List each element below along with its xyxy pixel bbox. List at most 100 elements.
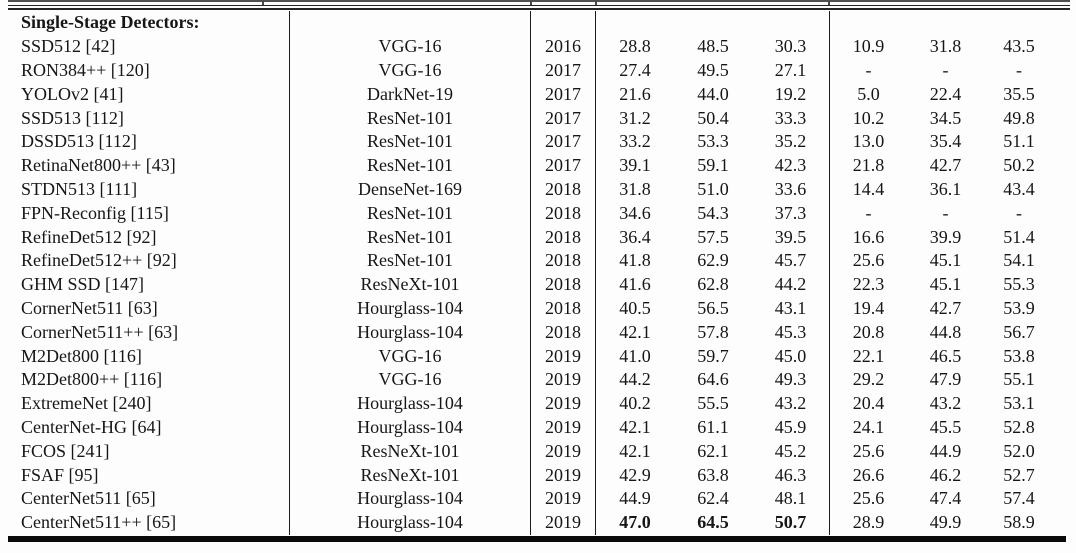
backbone-cell: VGG-16 (290, 58, 531, 83)
metric-cell: 59.1 (697, 155, 729, 176)
metric-cell: 35.4 (929, 131, 962, 152)
metric-cell: 22.1 (852, 345, 885, 366)
metric-cell: 59.7 (697, 345, 729, 366)
metric-cell: 55.3 (1003, 274, 1035, 295)
metric-cell: 16.6 (852, 226, 885, 247)
metric-cell: 42.9 (619, 464, 651, 485)
metric-cell: 41.6 (619, 274, 651, 295)
metric-cell: 53.1 (1003, 393, 1035, 414)
metric-cell: 21.6 (619, 83, 651, 104)
metric-cell: 26.6 (852, 464, 885, 485)
metric-cell: 53.9 (1003, 297, 1035, 318)
metric-cell: 42.7 (929, 297, 962, 318)
metric-cell-empty (752, 11, 830, 35)
metric-cell: 46.3 (752, 463, 830, 487)
metric-cell: 41.0 (619, 345, 651, 366)
backbone-cell: ResNet-101 (290, 248, 531, 273)
metric-cell: 45.3 (752, 320, 830, 345)
table-top-double-rule (8, 8, 1070, 10)
metric-cell: 25.6 (852, 440, 885, 461)
year-cell: 2016 (531, 34, 596, 59)
table-top-double-rule (8, 4, 1070, 7)
method-cell: CornerNet511++ [63] (8, 320, 290, 345)
metric-cell: 44.2 (619, 369, 651, 390)
metric-cell: 52.0 (1003, 440, 1035, 461)
method-cell: RefineDet512++ [92] (8, 248, 290, 273)
metric-cell-empty (596, 11, 674, 35)
metric-cell: 45.5 (929, 416, 962, 437)
metric-cell: 52.7 (1003, 464, 1035, 485)
metric-cell: - (1016, 59, 1022, 80)
backbone-cell: VGG-16 (290, 367, 531, 392)
year-cell: 2017 (531, 58, 596, 83)
backbone-cell: ResNet-101 (290, 153, 531, 178)
metric-cell: 53.8 (1003, 345, 1035, 366)
metric-cell: 62.9 (697, 250, 729, 271)
metric-cell: 49.9 (929, 512, 962, 533)
backbone-cell: ResNet-101 (290, 129, 531, 154)
method-cell: ExtremeNet [240] (8, 391, 290, 416)
metric-cell: 53.3 (697, 131, 729, 152)
year-cell: 2017 (531, 106, 596, 130)
metric-cell: 46.5 (929, 345, 962, 366)
metric-cell: 64.6 (697, 369, 729, 390)
metric-cell: 62.1 (697, 440, 729, 461)
metric-cell: 43.1 (752, 296, 830, 321)
metric-cell: 49.3 (752, 367, 830, 392)
metric-cell: 25.6 (852, 488, 885, 509)
metric-cell: 42.7 (929, 155, 962, 176)
year-cell: 2018 (531, 320, 596, 345)
metric-cell: 31.8 (929, 36, 962, 57)
metric-cell: 42.3 (752, 153, 830, 178)
section-header: Single-Stage Detectors: (8, 11, 290, 35)
metric-cell: 44.9 (929, 440, 962, 461)
metric-cell: - (865, 59, 872, 80)
metric-cell: 42.1 (619, 416, 651, 437)
metric-cell: 55.5 (697, 393, 729, 414)
backbone-cell: Hourglass-104 (290, 486, 531, 511)
metric-cell: 40.2 (619, 393, 651, 414)
metric-cell: 44.2 (752, 272, 830, 297)
metric-cell: 56.5 (697, 297, 729, 318)
metric-cell: 10.9 (852, 36, 885, 57)
metric-cell-empty (830, 11, 907, 35)
metric-cell: 20.4 (852, 393, 885, 414)
metric-cell: 13.0 (852, 131, 885, 152)
metric-cell: 35.5 (1003, 83, 1035, 104)
metric-cell: 33.6 (752, 177, 830, 202)
metric-cell-empty (674, 11, 752, 35)
metric-cell: 28.8 (619, 36, 651, 57)
metric-cell: 39.5 (752, 225, 830, 249)
detector-results-table: Single-Stage Detectors: SSD512 [42] VGG-… (8, 11, 1068, 535)
metric-cell: 47.9 (929, 369, 962, 390)
year-cell: 2019 (531, 510, 596, 535)
year-cell: 2017 (531, 153, 596, 178)
metric-cell: 30.3 (752, 34, 830, 59)
metric-cell: 44.0 (697, 83, 729, 104)
cropped-row-divider (595, 0, 597, 5)
method-cell: SSD513 [112] (8, 106, 290, 130)
backbone-cell: ResNeXt-101 (290, 272, 531, 297)
method-cell: STDN513 [111] (8, 177, 290, 202)
metric-cell: 39.9 (929, 226, 962, 247)
metric-cell: 46.2 (929, 464, 962, 485)
year-cell: 2018 (531, 296, 596, 321)
metric-cell-empty (907, 11, 984, 35)
backbone-cell: Hourglass-104 (290, 510, 531, 535)
backbone-cell: ResNeXt-101 (290, 463, 531, 487)
metric-cell: 57.8 (697, 321, 729, 342)
metric-cell: 48.1 (752, 486, 830, 511)
metric-cell: 36.1 (929, 178, 962, 199)
metric-cell-empty (984, 11, 1068, 35)
metric-cell: 35.2 (752, 129, 830, 154)
year-cell: 2018 (531, 177, 596, 202)
metric-cell: 49.5 (697, 59, 729, 80)
metric-cell: 22.3 (852, 274, 885, 295)
metric-cell: 33.2 (619, 131, 651, 152)
cropped-row-divider (530, 0, 532, 5)
backbone-cell: DenseNet-169 (290, 177, 531, 202)
metric-cell: 45.9 (752, 415, 830, 440)
method-cell: RON384++ [120] (8, 58, 290, 83)
metric-cell: 58.9 (1003, 512, 1035, 533)
metric-cell: 44.8 (929, 321, 962, 342)
